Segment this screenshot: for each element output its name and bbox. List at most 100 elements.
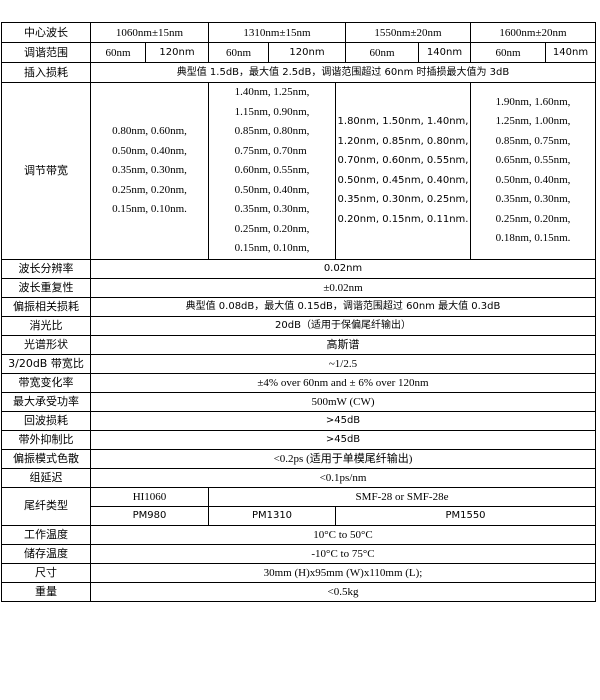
row-label: 带外抑制比 (1, 429, 91, 450)
row-label: 组延迟 (1, 467, 91, 488)
wavelength-cell: 1310nm±15nm (208, 22, 346, 43)
spec-row: 波长重复性 ±0.02nm (1, 277, 596, 298)
bandwidth-line: 0.80nm, 0.60nm, (112, 125, 187, 137)
fiber-cell: HI1060 (90, 486, 209, 507)
row-value: <0.2ps (适用于单模尾纤输出) (90, 448, 596, 469)
row-label: 带宽变化率 (1, 372, 91, 393)
tuning-cell: 140nm (418, 42, 471, 63)
bandwidth-line: 0.15nm, 0.10nm. (112, 203, 187, 215)
tuning-cell: 60nm (90, 42, 146, 63)
bandwidth-line: 1.80nm, 1.50nm, 1.40nm, (337, 116, 469, 128)
spec-row: 光谱形状 高斯谱 (1, 334, 596, 355)
row-label: 工作温度 (1, 524, 91, 545)
spec-row: 消光比 20dB（适用于保偏尾纤输出） (1, 315, 596, 336)
spec-row: 储存温度 -10°C to 75°C (1, 543, 596, 564)
bandwidth-line: 1.90nm, 1.60nm, (495, 95, 571, 108)
wavelength-cell: 1550nm±20nm (345, 22, 471, 43)
bandwidth-line: 0.35nm, 0.30nm, 0.25nm, (337, 194, 469, 206)
center-wavelength-row: 中心波长 1060nm±15nm 1310nm±15nm 1550nm±20nm… (1, 22, 596, 43)
bandwidth-line: 0.25nm, 0.20nm, (112, 183, 187, 196)
bandwidth-line: 0.70nm, 0.60nm, 0.55nm, (337, 155, 469, 167)
tuning-cell: 60nm (345, 42, 419, 63)
row-label: 储存温度 (1, 543, 91, 564)
spec-row: 波长分辨率 0.02nm (1, 258, 596, 279)
insertion-loss-row: 插入损耗 典型值 1.5dB，最大值 2.5dB，调谐范围超过 60nm 时插损… (1, 62, 596, 83)
row-value: <0.5kg (90, 581, 596, 602)
bandwidth-line: 0.25nm, 0.20nm, (234, 222, 310, 235)
fiber-cell: SMF-28 or SMF-28e (208, 486, 596, 507)
bandwidth-line: 1.15nm, 0.90nm, (234, 105, 310, 118)
bandwidth-line: 0.50nm, 0.40nm, (112, 144, 187, 157)
row-label: 3/20dB 带宽比 (1, 353, 91, 374)
row-value: ±0.02nm (90, 277, 596, 298)
row-label: 波长分辨率 (1, 258, 91, 279)
spec-row: 带宽变化率 ±4% over 60nm and ± 6% over 120nm (1, 372, 596, 393)
row-value: >45dB (90, 410, 596, 431)
row-value: 20dB（适用于保偏尾纤输出） (90, 315, 596, 336)
row-label: 调谐范围 (1, 42, 91, 63)
row-label: 波长重复性 (1, 277, 91, 298)
row-value: 500mW (CW) (90, 391, 596, 412)
wavelength-cell: 1600nm±20nm (470, 22, 596, 43)
bandwidth-line: 0.50nm, 0.45nm, 0.40nm, (337, 174, 469, 186)
row-value: >45dB (90, 429, 596, 450)
bandwidth-line: 0.85nm, 0.75nm, (495, 134, 571, 147)
tuning-cell: 120nm (268, 42, 346, 63)
row-label: 插入损耗 (1, 62, 91, 83)
spec-row: 组延迟 <0.1ps/nm (1, 467, 596, 488)
spec-row: 回波损耗 >45dB (1, 410, 596, 431)
row-label: 偏振相关损耗 (1, 296, 91, 317)
row-value: <0.1ps/nm (90, 467, 596, 488)
row-label: 消光比 (1, 315, 91, 336)
bandwidth-line: 0.20nm, 0.15nm, 0.11nm. (337, 213, 469, 225)
bandwidth-line: 0.75nm, 0.70nm (234, 144, 307, 157)
spec-row: 带外抑制比 >45dB (1, 429, 596, 450)
insertion-loss-value: 典型值 1.5dB，最大值 2.5dB，调谐范围超过 60nm 时插损最大值为 … (90, 62, 596, 83)
bandwidth-line: 0.15nm, 0.10nm, (234, 242, 310, 254)
spec-row: 重量 <0.5kg (1, 581, 596, 602)
tuning-cell: 60nm (470, 42, 546, 63)
row-value: ~1/2.5 (90, 353, 596, 374)
fiber-cell: PM1310 (208, 505, 336, 526)
row-value: 10°C to 50°C (90, 524, 596, 545)
row-label: 最大承受功率 (1, 391, 91, 412)
row-label: 光谱形状 (1, 334, 91, 355)
fiber-cell: PM980 (90, 505, 209, 526)
row-value: 典型值 0.08dB，最大值 0.15dB，调谐范围超过 60nm 最大值 0.… (90, 296, 596, 317)
row-label: 尾纤类型 (1, 486, 91, 526)
bandwidth-line: 0.35nm, 0.30nm, (234, 203, 310, 215)
bandwidth-line: 0.35nm, 0.30nm, (495, 193, 571, 206)
bandwidth-line: 1.20nm, 0.85nm, 0.80nm, (337, 135, 469, 147)
bandwidth-line: 0.25nm, 0.20nm, (495, 212, 571, 225)
row-label: 重量 (1, 581, 91, 602)
fiber-type-row: PM980 PM1310 PM1550 (2, 505, 596, 526)
bandwidth-line: 0.65nm, 0.55nm, (495, 154, 571, 167)
fiber-type-row: 尾纤类型 HI1060 SMF-28 or SMF-28e (1, 486, 596, 526)
fiber-cell: PM1550 (335, 505, 596, 526)
bandwidth-line: 1.40nm, 1.25nm, (234, 86, 310, 98)
spec-row: 工作温度 10°C to 50°C (1, 524, 596, 545)
bandwidth-cell: 1.80nm, 1.50nm, 1.40nm, 1.20nm, 0.85nm, 0… (335, 82, 471, 260)
bandwidth-cell: 1.40nm, 1.25nm, 1.15nm, 0.90nm, 0.85nm, 0.… (208, 82, 336, 260)
tuning-cell: 60nm (208, 42, 269, 63)
spec-row: 偏振模式色散 <0.2ps (适用于单模尾纤输出) (1, 448, 596, 469)
bandwidth-line: 0.50nm, 0.40nm, (495, 173, 571, 186)
bandwidth-row: 调节带宽 0.80nm, 0.60nm, 0.50nm, 0.40nm, 0.35n… (1, 82, 596, 260)
bandwidth-cell: 0.80nm, 0.60nm, 0.50nm, 0.40nm, 0.35nm, 0.… (90, 82, 209, 260)
bandwidth-line: 1.25nm, 1.00nm, (495, 115, 571, 128)
bandwidth-cell: 1.90nm, 1.60nm, 1.25nm, 1.00nm, 0.85nm, 0.… (470, 82, 596, 260)
row-label: 调节带宽 (1, 82, 91, 260)
row-value: 30mm (H)x95mm (W)x110mm (L); (90, 562, 596, 583)
row-value: -10°C to 75°C (90, 543, 596, 564)
row-label: 偏振模式色散 (1, 448, 91, 469)
spec-row: 尺寸 30mm (H)x95mm (W)x110mm (L); (1, 562, 596, 583)
bandwidth-line: 0.60nm, 0.55nm, (234, 164, 310, 176)
row-label: 尺寸 (1, 562, 91, 583)
spec-table: 中心波长 1060nm±15nm 1310nm±15nm 1550nm±20nm… (1, 22, 596, 602)
spec-row: 偏振相关损耗 典型值 0.08dB，最大值 0.15dB，调谐范围超过 60nm … (1, 296, 596, 317)
row-value: 0.02nm (90, 258, 596, 279)
row-label: 中心波长 (1, 22, 91, 43)
spec-row: 3/20dB 带宽比 ~1/2.5 (1, 353, 596, 374)
tuning-range-row: 调谐范围 60nm 120nm 60nm 120nm 60nm 140nm 60… (1, 42, 596, 63)
spec-row: 最大承受功率 500mW (CW) (1, 391, 596, 412)
